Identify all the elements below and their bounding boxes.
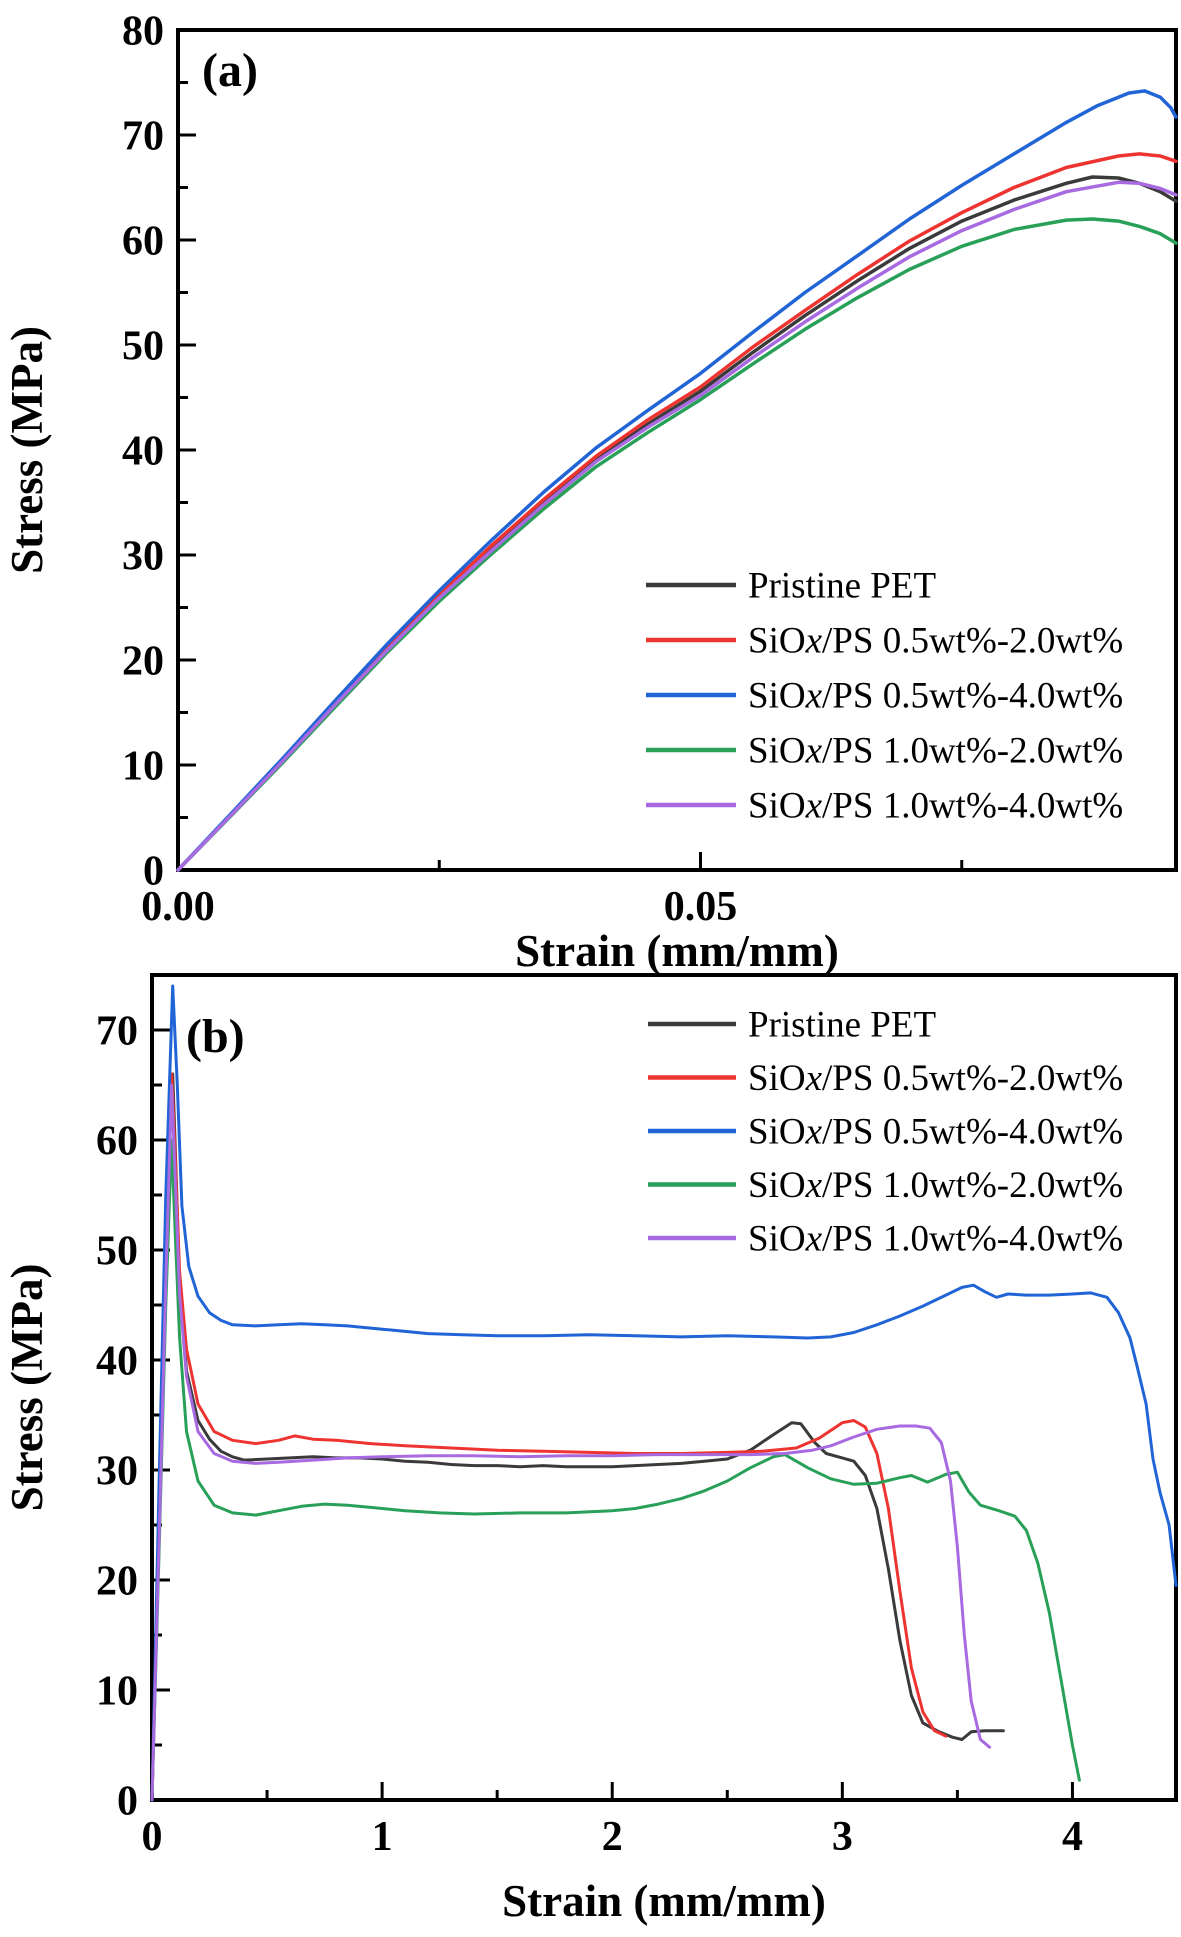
y-tick-label: 50 [96, 1228, 138, 1274]
legend-label: SiOx/PS 0.5wt%-2.0wt% [748, 621, 1123, 662]
x-tick-label: 0.00 [141, 884, 215, 930]
y-tick-label: 20 [122, 638, 164, 684]
x-tick-label: 1 [372, 1814, 393, 1860]
legend-label: SiOx/PS 0.5wt%-4.0wt% [748, 676, 1123, 717]
y-tick-label: 70 [96, 1008, 138, 1054]
legend-item: Pristine PET [648, 1005, 936, 1046]
legend-label: Pristine PET [748, 1005, 936, 1046]
legend-item: SiOx/PS 0.5wt%-4.0wt% [648, 1112, 1123, 1153]
series-line-4 [176, 180, 1178, 872]
y-tick-label: 10 [122, 743, 164, 789]
chart-panel-a: 0.00 0.05 0 10 20 30 40 50 60 70 80 Strain (mm/mm) S… [2, 8, 1178, 976]
legend-label: Pristine PET [748, 566, 936, 607]
series-line-2 [150, 984, 1178, 1802]
y-tick-label: 30 [96, 1448, 138, 1494]
legend-item: SiOx/PS 1.0wt%-2.0wt% [646, 731, 1123, 772]
y-tick-label: 0 [143, 848, 164, 894]
y-tick-label: 80 [122, 8, 164, 54]
panel-label: (a) [202, 44, 258, 97]
y-tick-label: 40 [96, 1338, 138, 1384]
axis-frame [150, 973, 1178, 1802]
x-tick-label: 3 [832, 1814, 853, 1860]
legend-label: SiOx/PS 1.0wt%-2.0wt% [748, 731, 1123, 772]
legend-label: SiOx/PS 1.0wt%-4.0wt% [748, 1219, 1123, 1260]
legend-item: SiOx/PS 1.0wt%-4.0wt% [648, 1219, 1123, 1260]
y-tick-label: 50 [122, 323, 164, 369]
legend-item: Pristine PET [646, 566, 936, 607]
x-tick-label: 0 [142, 1814, 163, 1860]
legend-item: SiOx/PS 1.0wt%-4.0wt% [646, 786, 1123, 827]
x-axis-title: Strain (mm/mm) [502, 1876, 826, 1926]
y-tick-label: 30 [122, 533, 164, 579]
legend-label: SiOx/PS 0.5wt%-2.0wt% [748, 1058, 1123, 1099]
series-line-1 [150, 1072, 948, 1802]
series-line-0 [150, 1072, 1005, 1802]
legend-item: SiOx/PS 0.5wt%-2.0wt% [648, 1058, 1123, 1099]
y-tick-label: 40 [122, 428, 164, 474]
legend-item: SiOx/PS 0.5wt%-2.0wt% [646, 621, 1123, 662]
series-line-3 [150, 1138, 1081, 1802]
panel-label: (b) [186, 1010, 245, 1063]
x-tick-label: 2 [602, 1814, 623, 1860]
y-tick-label: 0 [117, 1778, 138, 1824]
y-tick-label: 20 [96, 1558, 138, 1604]
y-tick-label: 10 [96, 1668, 138, 1714]
series-line-2 [176, 89, 1178, 872]
legend-item: SiOx/PS 1.0wt%-2.0wt% [648, 1165, 1123, 1206]
y-tick-label: 60 [96, 1118, 138, 1164]
series-line-3 [176, 217, 1178, 872]
x-tick-label: 4 [1062, 1814, 1083, 1860]
y-axis-title: Stress (MPa) [2, 326, 52, 574]
y-tick-label: 70 [122, 113, 164, 159]
legend-label: SiOx/PS 1.0wt%-4.0wt% [748, 786, 1123, 827]
y-tick-label: 60 [122, 218, 164, 264]
legend-label: SiOx/PS 0.5wt%-4.0wt% [748, 1112, 1123, 1153]
y-axis-title: Stress (MPa) [2, 1264, 52, 1512]
legend: Pristine PET SiOx/PS 0.5wt%-2.0wt% SiOx/PS… [646, 566, 1123, 827]
x-axis-title: Strain (mm/mm) [515, 926, 839, 976]
legend-item: SiOx/PS 0.5wt%-4.0wt% [646, 676, 1123, 717]
legend-label: SiOx/PS 1.0wt%-2.0wt% [748, 1165, 1123, 1206]
series-line-4 [150, 1083, 992, 1802]
x-tick-label: 0.05 [664, 884, 738, 930]
legend: Pristine PET SiOx/PS 0.5wt%-2.0wt% SiOx/PS… [648, 1005, 1123, 1260]
